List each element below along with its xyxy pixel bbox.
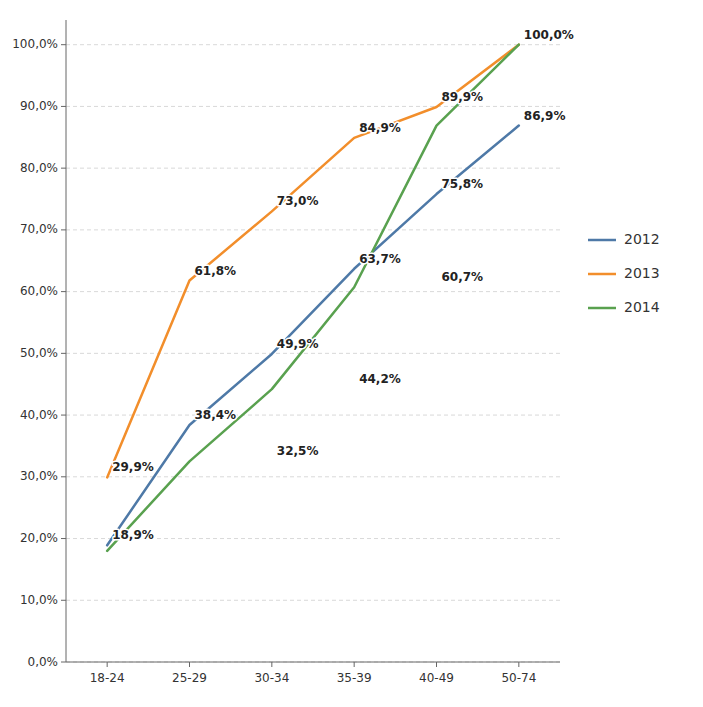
y-tick-label: 80,0%: [20, 161, 58, 175]
y-tick: [61, 662, 66, 663]
x-tick: [518, 662, 519, 667]
annotation: 100,0%: [524, 28, 574, 42]
y-tick-label: 70,0%: [20, 222, 58, 236]
chart: 0,0% 10,0% 20,0% 30,0% 40,0% 50,0% 60,0% 70,0% 8…: [0, 0, 703, 707]
y-tick-label: 30,0%: [20, 469, 58, 483]
grid-line: [66, 291, 560, 292]
y-tick: [61, 476, 66, 477]
x-axis-line: [66, 662, 560, 663]
y-tick-label: 40,0%: [20, 408, 58, 422]
annotations: 18,9% 38,4% 49,9% 63,7% 75,8% 86,9% 29,9% 61,8%…: [112, 28, 574, 543]
x-tick-label: 30-34: [254, 671, 289, 685]
annotation: 29,9%: [112, 460, 154, 474]
y-tick: [61, 168, 66, 169]
annotation: 61,8%: [195, 264, 237, 278]
grid-line: [66, 662, 560, 663]
plot-area: [107, 45, 519, 551]
legend-swatch: [588, 273, 616, 276]
grid: [66, 45, 560, 662]
y-tick: [61, 538, 66, 539]
x-tick-label: 18-24: [90, 671, 125, 685]
y-tick-label: 20,0%: [20, 531, 58, 545]
y-tick-label: 100,0%: [12, 37, 58, 51]
grid-line: [66, 106, 560, 107]
legend-label: 2014: [624, 299, 660, 315]
y-tick: [61, 44, 66, 45]
annotation: 84,9%: [359, 121, 401, 135]
x-tick-label: 25-29: [172, 671, 207, 685]
x-tick-label: 50-74: [501, 671, 536, 685]
annotation: 32,5%: [277, 444, 319, 458]
annotation: 49,9%: [277, 337, 319, 351]
legend: 2012 2013 2014: [588, 231, 660, 315]
series-line: [107, 45, 519, 478]
x-tick-label: 40-49: [419, 671, 454, 685]
annotation: 73,0%: [277, 194, 319, 208]
y-tick-label: 60,0%: [20, 284, 58, 298]
annotation: 89,9%: [442, 90, 484, 104]
x-tick: [354, 662, 355, 667]
annotation: 63,7%: [359, 252, 401, 266]
legend-swatch: [588, 307, 616, 310]
x-tick: [189, 662, 190, 667]
y-tick-label: 50,0%: [20, 346, 58, 360]
legend-label: 2013: [624, 265, 660, 281]
x-tick-label: 35-39: [337, 671, 372, 685]
grid-line: [66, 229, 560, 230]
x-tick: [107, 662, 108, 667]
annotation: 75,8%: [442, 177, 484, 191]
grid-line: [66, 353, 560, 354]
y-tick-label: 10,0%: [20, 593, 58, 607]
annotation: 38,4%: [195, 408, 237, 422]
grid-line: [66, 44, 560, 45]
legend-label: 2012: [624, 231, 660, 247]
legend-swatch: [588, 239, 616, 242]
grid-line: [66, 600, 560, 601]
y-tick: [61, 229, 66, 230]
annotation: 44,2%: [359, 372, 401, 386]
y-tick: [61, 353, 66, 354]
annotation: 86,9%: [524, 109, 566, 123]
grid-line: [66, 476, 560, 477]
y-tick: [61, 415, 66, 416]
x-tick: [436, 662, 437, 667]
series-line: [107, 45, 519, 551]
y-axis-line: [66, 20, 67, 662]
y-tick: [61, 600, 66, 601]
annotation: 18,9%: [112, 528, 154, 542]
y-tick: [61, 291, 66, 292]
grid-line: [66, 415, 560, 416]
annotation: 60,7%: [442, 270, 484, 284]
x-tick: [271, 662, 272, 667]
y-tick-label: 0,0%: [28, 655, 59, 669]
y-tick: [61, 106, 66, 107]
y-tick-label: 90,0%: [20, 99, 58, 113]
grid-line: [66, 168, 560, 169]
